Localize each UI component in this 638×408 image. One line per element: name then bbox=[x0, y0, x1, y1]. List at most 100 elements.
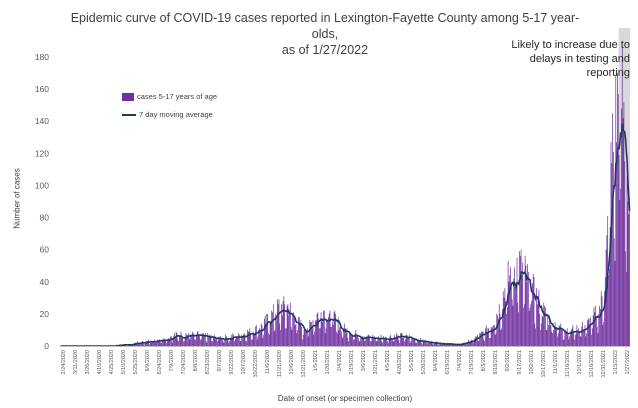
case-bar bbox=[182, 337, 183, 346]
case-bar bbox=[603, 321, 605, 346]
case-bar bbox=[600, 309, 601, 346]
case-bar bbox=[376, 341, 378, 346]
case-bar bbox=[415, 342, 417, 346]
case-bar bbox=[340, 331, 342, 346]
case-bar bbox=[369, 337, 371, 346]
case-bar bbox=[620, 188, 622, 346]
case-bar bbox=[578, 331, 580, 346]
case-bar bbox=[328, 313, 330, 346]
case-bar bbox=[304, 329, 306, 346]
case-bar bbox=[592, 315, 594, 346]
y-tick-label: 40 bbox=[40, 277, 50, 287]
case-bar bbox=[391, 339, 393, 346]
case-bar bbox=[558, 325, 560, 346]
case-bar bbox=[500, 329, 502, 346]
case-bar bbox=[302, 339, 303, 346]
case-bar bbox=[504, 288, 506, 346]
case-bar bbox=[337, 317, 339, 346]
case-bar bbox=[396, 333, 397, 346]
case-bar bbox=[446, 344, 447, 346]
case-bar bbox=[317, 312, 319, 346]
case-bar bbox=[608, 275, 609, 346]
case-bar bbox=[272, 304, 274, 346]
case-bar bbox=[314, 331, 315, 346]
case-bar bbox=[241, 334, 243, 346]
case-bar bbox=[215, 339, 217, 346]
case-bar bbox=[491, 328, 493, 346]
case-bar bbox=[315, 320, 317, 346]
case-bar bbox=[532, 283, 533, 346]
x-tick-label: 2/4/2021 bbox=[337, 350, 343, 371]
case-bar bbox=[332, 325, 334, 346]
case-bar bbox=[426, 344, 428, 346]
case-bar bbox=[291, 329, 293, 346]
case-bar bbox=[179, 336, 180, 346]
case-bar bbox=[354, 333, 356, 346]
case-bar bbox=[187, 334, 188, 346]
case-bar bbox=[176, 333, 178, 346]
case-bar bbox=[490, 326, 492, 346]
case-bar bbox=[499, 313, 501, 346]
case-bar bbox=[417, 341, 418, 346]
case-bar bbox=[419, 341, 421, 346]
x-tick-label: 1/15/2022 bbox=[613, 350, 619, 374]
case-bar bbox=[408, 337, 409, 346]
case-bar bbox=[158, 339, 160, 346]
case-bar bbox=[539, 313, 541, 346]
case-bar bbox=[434, 342, 436, 346]
case-bar bbox=[212, 341, 213, 346]
case-bar bbox=[168, 337, 170, 346]
case-bar bbox=[508, 281, 510, 346]
case-bar bbox=[625, 251, 626, 346]
case-bar bbox=[465, 342, 467, 346]
case-bar bbox=[157, 339, 158, 346]
case-bar bbox=[237, 336, 239, 346]
case-bar bbox=[220, 336, 222, 346]
x-tick-label: 2/19/2021 bbox=[349, 350, 355, 374]
case-bar bbox=[192, 333, 194, 346]
case-bar bbox=[537, 296, 539, 346]
case-bar bbox=[234, 339, 236, 346]
case-bar bbox=[320, 312, 322, 346]
x-tick-label: 1/20/2021 bbox=[325, 350, 331, 374]
case-bar bbox=[377, 339, 379, 346]
case-bar bbox=[205, 341, 207, 346]
case-bar bbox=[617, 73, 618, 346]
case-bar bbox=[393, 341, 395, 346]
case-bar bbox=[551, 331, 553, 346]
case-bar bbox=[202, 334, 204, 346]
case-bar bbox=[147, 341, 149, 346]
case-bar bbox=[492, 326, 494, 346]
case-bar bbox=[323, 310, 325, 346]
case-bar bbox=[333, 312, 335, 346]
case-bar bbox=[349, 334, 351, 346]
case-bar bbox=[238, 334, 240, 346]
case-bar bbox=[336, 331, 337, 346]
case-bar bbox=[299, 325, 301, 346]
case-bar bbox=[208, 336, 209, 346]
x-tick-label: 3/6/2021 bbox=[361, 350, 367, 371]
case-bar bbox=[517, 302, 519, 346]
case-bar bbox=[584, 325, 586, 346]
y-tick-label: 0 bbox=[44, 341, 49, 351]
case-bar bbox=[227, 337, 229, 346]
case-bar bbox=[483, 339, 485, 346]
case-bar bbox=[307, 336, 309, 346]
legend-line-swatch bbox=[122, 113, 136, 116]
case-bar bbox=[481, 331, 483, 346]
case-bar bbox=[213, 334, 215, 346]
case-bar bbox=[166, 342, 167, 346]
x-tick-label: 1/5/2021 bbox=[313, 350, 319, 371]
x-tick-label: 12/16/2021 bbox=[589, 350, 595, 378]
case-bar bbox=[196, 334, 197, 346]
case-bar bbox=[458, 344, 460, 346]
case-bar bbox=[392, 341, 394, 346]
case-bar bbox=[600, 291, 602, 346]
case-bar bbox=[150, 341, 152, 346]
case-bar bbox=[149, 344, 150, 346]
case-bar bbox=[266, 313, 268, 346]
case-bar bbox=[232, 333, 234, 346]
x-axis-label: Date of onset (or specimen collection) bbox=[277, 394, 413, 403]
case-bar bbox=[455, 344, 457, 346]
case-bar bbox=[271, 310, 273, 346]
